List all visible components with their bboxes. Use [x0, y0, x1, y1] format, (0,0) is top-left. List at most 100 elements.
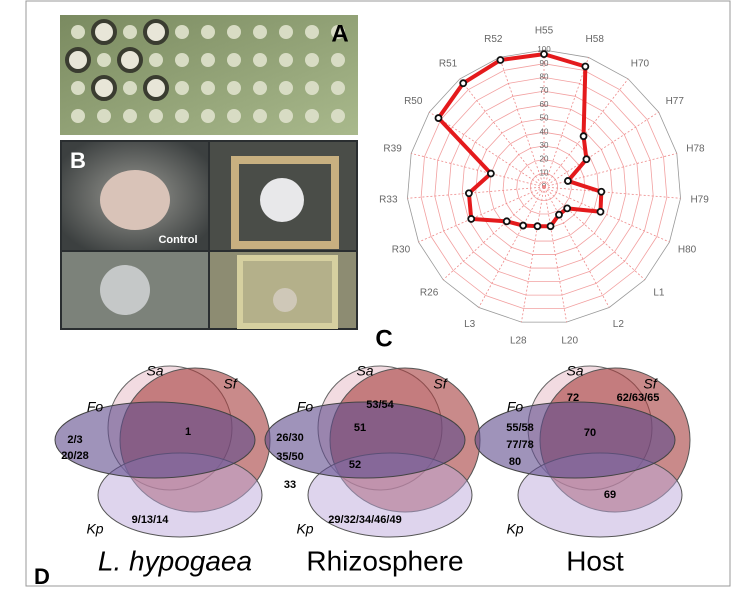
set-label: Fo	[87, 399, 104, 415]
spoke	[543, 152, 677, 188]
spot	[149, 53, 163, 67]
spot	[175, 109, 189, 123]
spoke	[442, 186, 545, 281]
spot	[201, 25, 215, 39]
grid-ring	[420, 63, 668, 310]
spoke	[521, 186, 545, 323]
venn-title: Host	[566, 545, 624, 576]
spot	[279, 53, 293, 67]
spot	[201, 81, 215, 95]
region-label: 52	[349, 459, 361, 471]
r-tick-label: 100	[537, 45, 551, 54]
radar-point	[597, 187, 606, 196]
radar-point	[546, 222, 555, 231]
grid-ring	[516, 159, 572, 215]
venn-diagrams: Sa Sf Fo Kp 1 2/3 20/28 9/13/14 L. hypogaea Sa Sf F…	[54, 363, 691, 576]
spoke	[418, 186, 545, 243]
spot	[201, 53, 215, 67]
region-label: 72	[567, 392, 579, 404]
category-label: H78	[686, 143, 705, 154]
panel-label: C	[375, 325, 392, 352]
category-label: R51	[439, 58, 458, 69]
spot	[117, 47, 143, 73]
spot	[91, 19, 117, 45]
set-label: Sf	[643, 376, 658, 392]
radar-point	[582, 155, 591, 164]
spot	[253, 25, 267, 39]
spot	[227, 53, 241, 67]
spot	[149, 109, 163, 123]
colony	[100, 170, 170, 230]
radar-point	[596, 207, 605, 216]
region-label: 53/54	[366, 399, 394, 411]
radar-line	[436, 52, 604, 229]
set-label: Sa	[146, 363, 163, 379]
spoke	[543, 186, 567, 323]
category-label: R39	[383, 143, 402, 154]
category-label: H77	[666, 96, 685, 107]
radar-point	[581, 62, 590, 71]
venn-title: L. hypogaea	[98, 545, 252, 576]
region-label: 2/3	[67, 434, 82, 446]
spoke	[459, 78, 545, 188]
spot	[253, 109, 267, 123]
set-label: Fo	[507, 399, 524, 415]
radar-point	[540, 50, 548, 59]
spoke	[543, 186, 681, 199]
region-label: 9/13/14	[132, 514, 170, 526]
spot	[201, 109, 215, 123]
square	[231, 156, 339, 249]
r-tick-label: 10	[540, 168, 549, 177]
region-label: 55/58	[506, 422, 534, 434]
radar-point	[496, 56, 505, 64]
category-label: L28	[510, 336, 527, 347]
category-label: R26	[420, 287, 439, 298]
venn-title: Rhizosphere	[306, 545, 463, 576]
set-label: Fo	[297, 399, 314, 415]
region-label: 69	[604, 489, 616, 501]
spot	[143, 19, 169, 45]
spot	[123, 109, 137, 123]
spoke	[543, 186, 670, 243]
radar-point	[579, 132, 588, 141]
region-label: 29/32/34/46/49	[328, 514, 401, 526]
spot	[175, 25, 189, 39]
radar-point	[564, 177, 572, 185]
radar-point	[486, 169, 495, 178]
r-tick-label: 90	[540, 59, 549, 68]
grid-ring	[407, 49, 681, 323]
category-label: H55	[535, 25, 554, 36]
region-label: 1	[185, 426, 191, 438]
set-label: Sa	[566, 363, 583, 379]
spoke	[543, 57, 589, 188]
spot	[331, 25, 345, 39]
set-label: Sa	[356, 363, 373, 379]
region-label: 33	[284, 479, 296, 491]
radar-point	[465, 189, 473, 198]
spot	[253, 81, 267, 95]
region-label: 26/30	[276, 432, 304, 444]
spoke	[407, 186, 545, 199]
category-label: R52	[484, 34, 503, 45]
radar-point	[502, 217, 511, 226]
spot	[305, 25, 319, 39]
spot	[227, 25, 241, 39]
radar-point	[519, 221, 528, 230]
spot	[331, 53, 345, 67]
region-label: 80	[509, 456, 521, 468]
category-label: R33	[379, 195, 398, 206]
radar-point	[467, 215, 476, 223]
spot	[65, 47, 91, 73]
region-label: 35/50	[276, 451, 304, 463]
radar-point	[459, 79, 468, 88]
spot	[71, 81, 85, 95]
spoke	[429, 111, 545, 188]
spoke	[543, 78, 629, 188]
radar-point	[434, 114, 443, 122]
category-label: L1	[653, 287, 665, 298]
radar-point	[533, 222, 542, 231]
spot	[279, 109, 293, 123]
spoke	[411, 152, 545, 188]
category-label: H80	[678, 244, 697, 255]
spot	[97, 109, 111, 123]
